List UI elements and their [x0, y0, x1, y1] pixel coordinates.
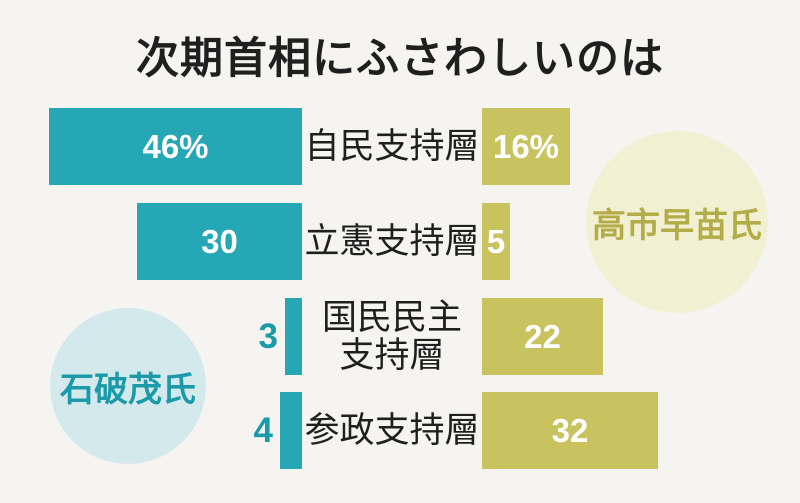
right-bar-zone: 5 [482, 203, 800, 280]
category-label: 自民支持層 [304, 126, 480, 166]
takaichi-bar: 22 [482, 298, 603, 375]
takaichi-bar: 5 [482, 203, 510, 280]
category-label-line2: 支持層 [339, 335, 445, 375]
takaichi-value-label: 16% [492, 127, 560, 165]
chart-row-sansei: 4 参政支持層 32 [0, 392, 800, 469]
takaichi-bar: 32 [482, 392, 658, 469]
category-label-zone: 国民民主 支持層 [302, 298, 482, 375]
category-label-zone: 立憲支持層 [302, 203, 482, 280]
takaichi-value-label: 5 [486, 222, 506, 260]
ishiba-bar: 46% [49, 108, 302, 185]
ishiba-value-label: 46% [142, 127, 209, 165]
chart-row-rikken: 30 立憲支持層 5 [0, 203, 800, 280]
ishiba-name-label: 石破茂氏 [60, 370, 196, 409]
category-label-zone: 自民支持層 [302, 108, 482, 185]
ishiba-bar [280, 392, 302, 469]
takaichi-legend-circle: 高市早苗氏 [586, 131, 768, 313]
left-bar-zone: 4 [0, 392, 302, 469]
chart-row-jimin: 46% 自民支持層 16% [0, 108, 800, 185]
category-label: 立憲支持層 [304, 221, 480, 261]
left-bar-zone: 3 [0, 298, 302, 375]
takaichi-value-label: 22 [524, 317, 561, 355]
right-bar-zone: 16% [482, 108, 800, 185]
ishiba-value-label-outside: 3 [258, 316, 278, 356]
category-label-zone: 参政支持層 [302, 392, 482, 469]
ishiba-bar [285, 298, 302, 375]
right-bar-zone: 22 [482, 298, 800, 375]
takaichi-value-label: 32 [551, 411, 589, 449]
right-bar-zone: 32 [482, 392, 800, 469]
ishiba-value-label-outside: 4 [253, 410, 273, 450]
chart-row-kokumin: 3 国民民主 支持層 22 [0, 298, 800, 375]
ishiba-value-label: 30 [201, 222, 238, 260]
ishiba-legend-circle: 石破茂氏 [50, 308, 206, 464]
left-bar-zone: 46% [0, 108, 302, 185]
chart-title: 次期首相にふさわしいのは [136, 35, 664, 83]
takaichi-bar: 16% [482, 108, 570, 185]
category-label: 国民民主 [321, 298, 462, 338]
left-bar-zone: 30 [0, 203, 302, 280]
takaichi-name-label: 高市早苗氏 [592, 206, 762, 245]
category-label: 参政支持層 [304, 410, 480, 450]
ishiba-bar: 30 [137, 203, 302, 280]
